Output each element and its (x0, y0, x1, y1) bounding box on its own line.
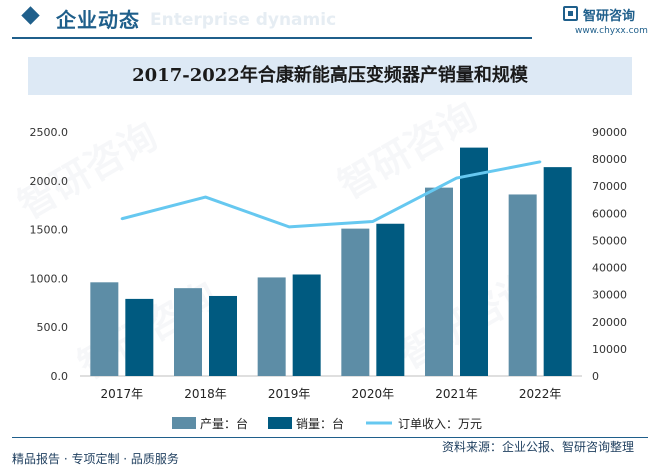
x-axis-tick-label: 2020年 (352, 387, 395, 401)
bar-production (341, 228, 370, 376)
section-header: Enterprise dynamic 企业动态 智研咨询 www.chyxx.c… (0, 0, 660, 40)
x-axis-tick-label: 2021年 (435, 387, 478, 401)
chart-title-band: 2017-2022年合康新能高压变频器产销量和规模 (28, 57, 632, 95)
bar-production (425, 187, 453, 376)
x-axis-tick-label: 2022年 (519, 387, 562, 401)
brand-logo: 智研咨询 www.chyxx.com (563, 5, 653, 41)
right-axis-tick-label: 60000 (592, 207, 627, 220)
legend-label-orders: 订单收入：万元 (398, 417, 482, 431)
point-orders (287, 225, 291, 229)
left-axis-tick-label: 2500.0 (30, 126, 69, 139)
legend-label-sales: 销量：台 (296, 416, 344, 431)
logo-name: 智研咨询 (583, 9, 636, 24)
x-axis-tick-label: 2017年 (101, 387, 144, 401)
bar-sales (292, 274, 321, 376)
section-subtitle-en: Enterprise dynamic (150, 10, 337, 30)
bar-production (90, 282, 119, 376)
bar-production (174, 288, 202, 376)
right-axis-tick-label: 50000 (592, 234, 627, 247)
right-axis-tick-label: 90000 (592, 126, 627, 139)
bar-production (508, 194, 537, 376)
right-axis-tick-label: 70000 (592, 180, 627, 193)
bar-sales (376, 223, 405, 376)
point-orders (455, 176, 458, 180)
left-axis-tick-label: 0.0 (51, 370, 69, 383)
footer-source: 资料来源：企业公报、智研咨询整理 (442, 440, 635, 454)
point-orders (538, 160, 542, 164)
section-title: 企业动态 (56, 8, 140, 32)
point-orders (204, 195, 207, 199)
footer-tagline: 精品报告 · 专项定制 · 品质服务 (12, 452, 179, 466)
left-axis-tick-label: 1500.0 (30, 224, 69, 237)
line-orders (121, 160, 541, 229)
legend-swatch-sales (268, 417, 292, 429)
right-axis-tick-label: 80000 (592, 153, 627, 166)
logo-url: www.chyxx.com (575, 26, 648, 36)
bar-production (257, 277, 286, 376)
right-axis-tick-label: 0 (592, 370, 599, 383)
x-axis-tick-label: 2018年 (184, 387, 227, 401)
logo-icon (563, 6, 578, 21)
point-orders (371, 220, 375, 223)
bar-sales (460, 147, 488, 376)
header-divider (12, 37, 532, 39)
left-axis-tick-label: 500.0 (37, 321, 69, 334)
legend-label-production: 产量：台 (200, 416, 248, 431)
x-axis-tick-label: 2019年 (268, 387, 311, 401)
bar-sales (125, 298, 154, 376)
bar-sales (209, 295, 237, 376)
left-axis-tick-label: 1000.0 (30, 272, 69, 285)
right-axis-tick-label: 30000 (592, 289, 627, 302)
right-axis-tick-label: 40000 (592, 262, 627, 275)
point-orders (120, 217, 124, 220)
legend-swatch-production (172, 417, 196, 429)
right-axis-tick-label: 20000 (592, 316, 627, 329)
footer-divider (12, 437, 648, 438)
chart-title: 2017-2022年合康新能高压变频器产销量和规模 (132, 65, 528, 86)
right-axis-tick-label: 10000 (592, 343, 627, 356)
left-axis-tick-label: 2000.0 (30, 175, 69, 188)
bar-sales (543, 167, 572, 376)
